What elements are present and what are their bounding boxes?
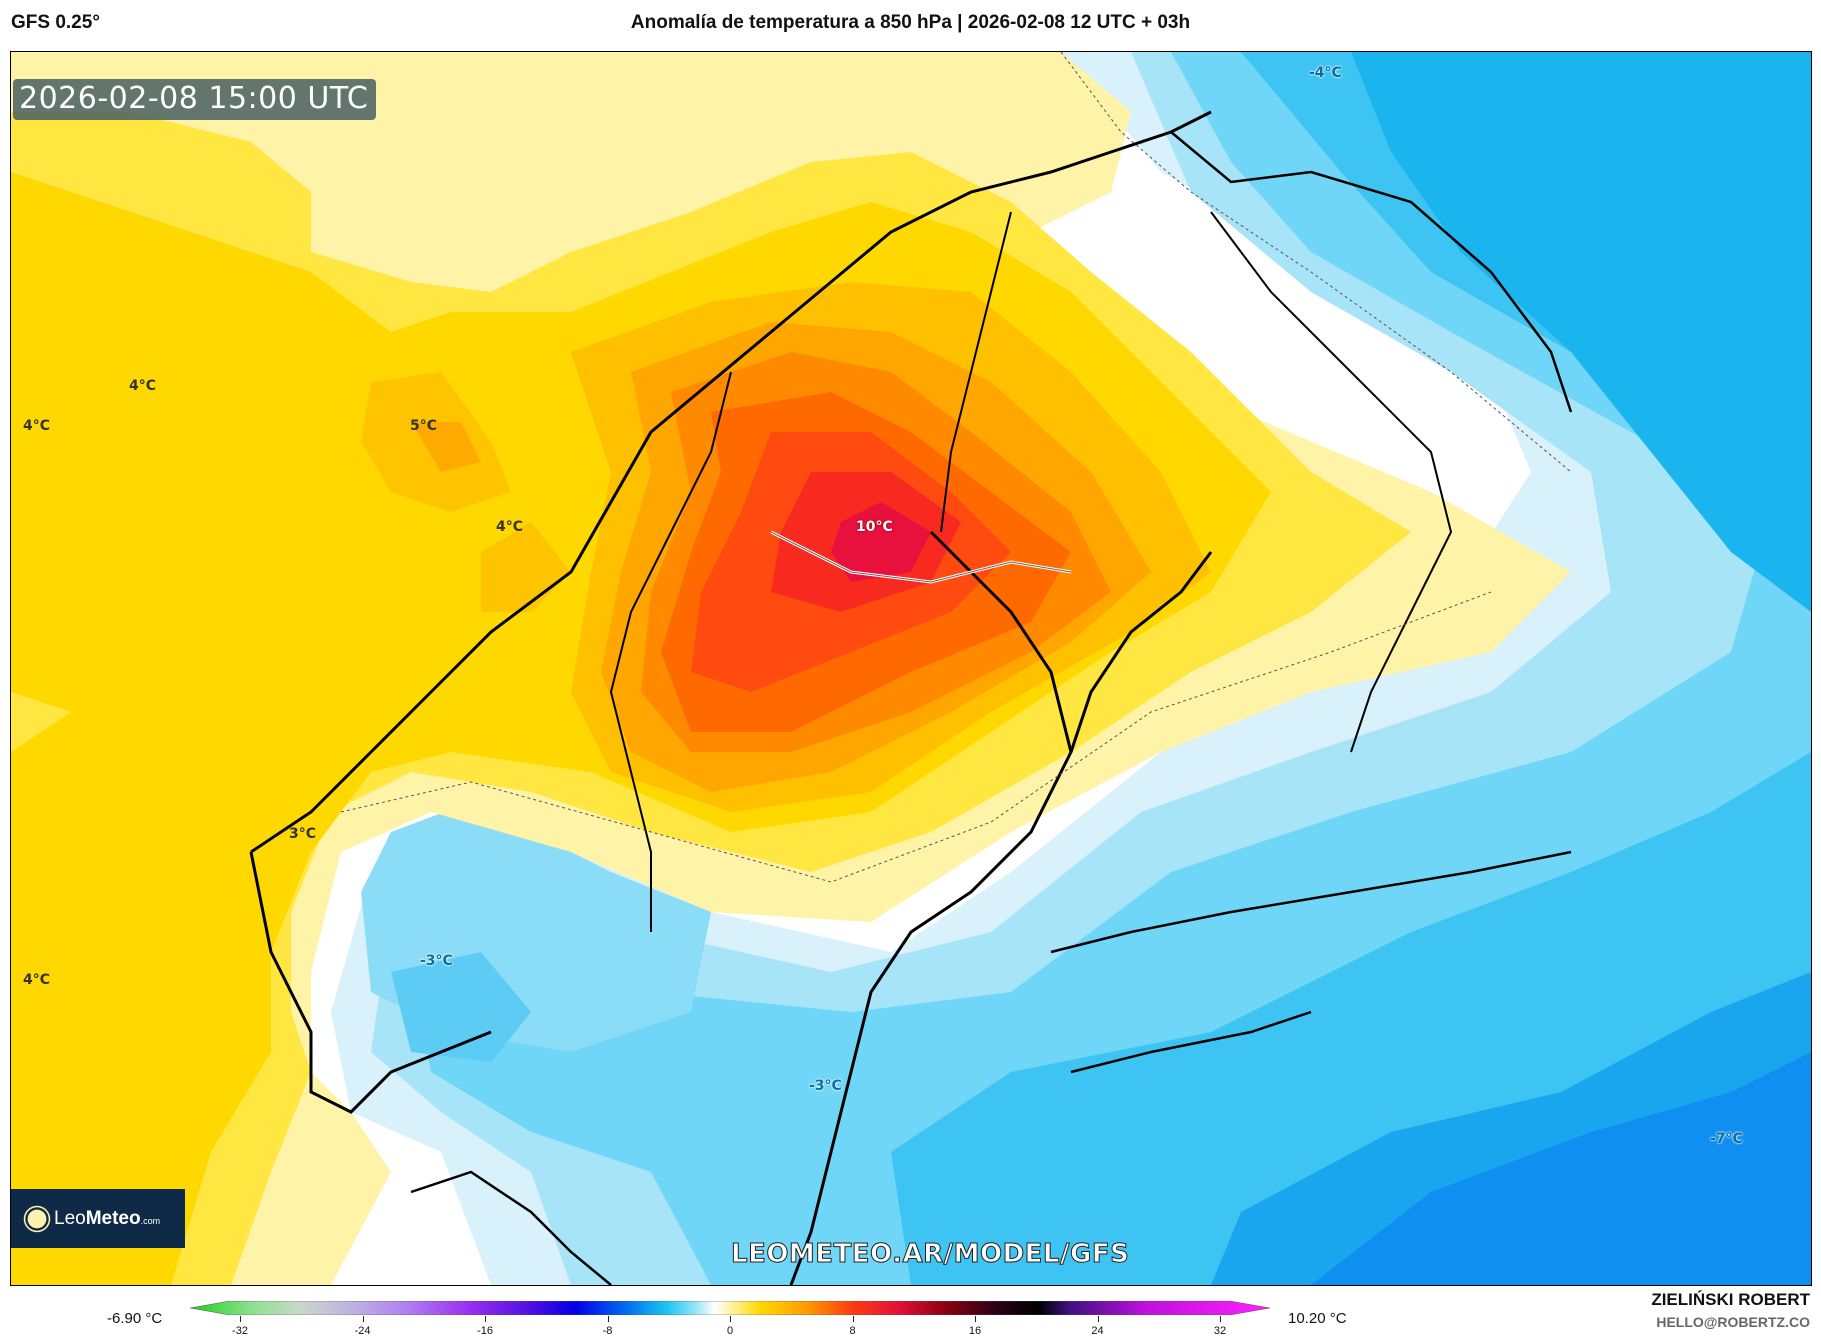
colorbar-tick-label: 8 xyxy=(849,1325,856,1337)
contour-label: 10°C xyxy=(856,519,893,535)
colorbar-tick-label: 16 xyxy=(968,1325,982,1337)
sun-icon xyxy=(27,1209,47,1228)
colorbar xyxy=(190,1301,1270,1315)
valid-time-badge: 2026-02-08 15:00 UTC xyxy=(13,79,377,120)
colorbar-tick-label: -24 xyxy=(354,1325,371,1337)
colorbar-tick xyxy=(975,1316,976,1322)
contour-label: -7°C xyxy=(1710,1131,1743,1147)
temperature-anomaly-map: 2026-02-08 15:00 UTC 4°C 4°C 5°C 4°C 10°C -4°… xyxy=(10,51,1812,1286)
colorbar-tick-label: -8 xyxy=(602,1325,613,1337)
colorbar-tick-label: 24 xyxy=(1091,1325,1104,1337)
colorbar-tick-label: 0 xyxy=(726,1325,734,1337)
source-watermark: LEOMETEO.AR/MODEL/GFS xyxy=(730,1239,1130,1270)
chart-title: Anomalía de temperatura a 850 hPa | 2026… xyxy=(630,12,1191,33)
model-label: GFS 0.25° xyxy=(11,12,100,33)
contour-label: 4°C xyxy=(23,418,51,434)
colorbar-tick xyxy=(1220,1316,1221,1322)
colorbar-tick-label: 32 xyxy=(1213,1325,1227,1337)
contour-label: 4°C xyxy=(496,519,524,535)
colorbar-tick xyxy=(240,1316,241,1322)
colorbar-tick-label: -16 xyxy=(477,1325,493,1337)
author-email: HELLO@ROBERTZ.CO xyxy=(1656,1314,1810,1330)
contour-label: -4°C xyxy=(1309,65,1342,81)
contour-label: 4°C xyxy=(23,972,51,988)
author-credit: ZIELIŃSKI ROBERT xyxy=(1651,1290,1810,1309)
contour-label: 5°C xyxy=(410,418,438,434)
contour-label: -3°C xyxy=(809,1078,842,1094)
colorbar-tick xyxy=(607,1316,609,1322)
colorbar-max-label: 10.20 °C xyxy=(1288,1310,1347,1327)
colorbar-tick xyxy=(852,1316,854,1322)
colorbar-tick xyxy=(1097,1316,1099,1322)
colorbar-tick xyxy=(730,1316,731,1322)
anomaly-field xyxy=(11,52,1811,1285)
colorbar-min-label: -6.90 °C xyxy=(107,1310,163,1327)
contour-label: -3°C xyxy=(420,953,453,969)
colorbar-tick xyxy=(485,1316,486,1322)
contour-label: 4°C xyxy=(129,378,157,394)
logo-text: LeoMeteo.com xyxy=(54,1207,161,1229)
colorbar-tick xyxy=(362,1316,364,1322)
colorbar-tick-label: -32 xyxy=(232,1325,248,1337)
contour-label: 3°C xyxy=(289,826,317,842)
leometeo-logo[interactable]: LeoMeteo.com xyxy=(11,1189,185,1248)
